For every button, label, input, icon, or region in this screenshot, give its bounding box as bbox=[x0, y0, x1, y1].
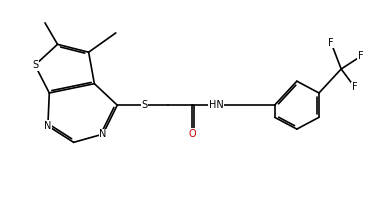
Text: F: F bbox=[358, 51, 363, 62]
Text: S: S bbox=[32, 60, 38, 70]
Text: N: N bbox=[99, 129, 107, 139]
Text: F: F bbox=[352, 82, 358, 92]
Text: O: O bbox=[189, 129, 196, 139]
Text: N: N bbox=[44, 121, 52, 131]
Text: HN: HN bbox=[208, 100, 223, 110]
Text: S: S bbox=[141, 100, 148, 110]
Text: F: F bbox=[328, 38, 334, 48]
